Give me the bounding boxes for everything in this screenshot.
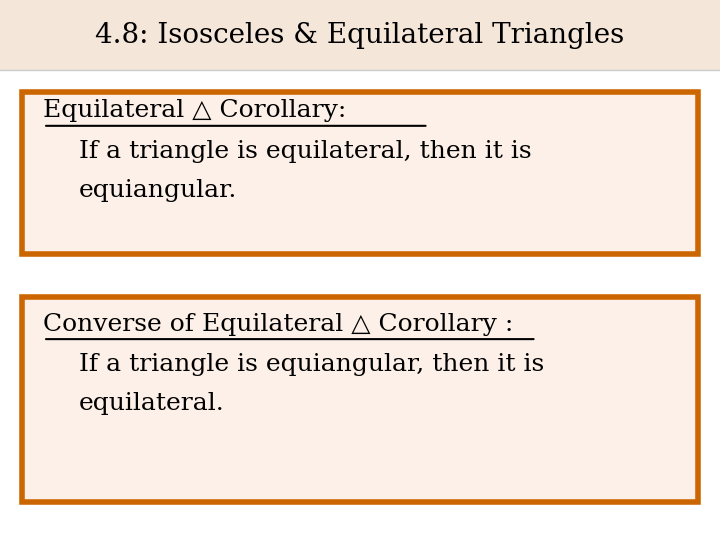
Text: If a triangle is equilateral, then it is: If a triangle is equilateral, then it is xyxy=(79,140,532,163)
Text: 4.8: Isosceles & Equilateral Triangles: 4.8: Isosceles & Equilateral Triangles xyxy=(95,22,625,49)
FancyBboxPatch shape xyxy=(22,297,698,502)
Text: If a triangle is equiangular, then it is: If a triangle is equiangular, then it is xyxy=(79,353,544,376)
Text: equiangular.: equiangular. xyxy=(79,179,238,202)
FancyBboxPatch shape xyxy=(0,0,720,70)
Text: Converse of Equilateral △ Corollary :: Converse of Equilateral △ Corollary : xyxy=(43,313,513,335)
Text: equilateral.: equilateral. xyxy=(79,393,225,415)
Text: Equilateral △ Corollary:: Equilateral △ Corollary: xyxy=(43,99,346,122)
FancyBboxPatch shape xyxy=(22,92,698,254)
